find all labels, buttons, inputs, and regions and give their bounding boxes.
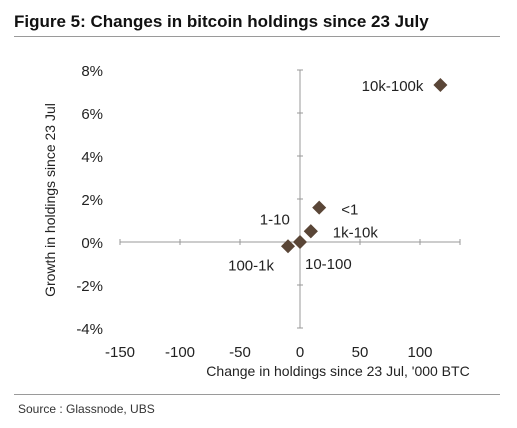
y-tick-label: -2% (76, 278, 103, 295)
x-tick-label: -100 (165, 344, 195, 361)
x-tick-label: 50 (352, 344, 369, 361)
y-tick-labels: 8% 6% 4% 2% 0% -2% -4% (76, 63, 103, 338)
y-tick-label: 8% (81, 63, 103, 80)
point-label: 1k-10k (333, 224, 379, 241)
data-point (433, 78, 448, 93)
point-labels: 10k-100k <1 1-10 1k-10k 10-100 100-1k (228, 78, 424, 274)
data-point (312, 200, 327, 215)
source-note: Source : Glassnode, UBS (18, 402, 155, 416)
point-label: 10-100 (305, 256, 352, 273)
data-point (293, 235, 307, 249)
point-label: 10k-100k (362, 78, 424, 95)
x-tick-label: 0 (296, 344, 304, 361)
data-points (281, 78, 448, 254)
y-tick-label: 6% (81, 106, 103, 123)
point-label: 100-1k (228, 257, 274, 274)
y-tick-label: 4% (81, 149, 103, 166)
figure-title: Figure 5: Changes in bitcoin holdings si… (14, 12, 429, 31)
y-tick-label: -4% (76, 321, 103, 338)
x-axis-label: Change in holdings since 23 Jul, '000 BT… (206, 363, 469, 379)
point-label: 1-10 (260, 211, 290, 228)
y-axis-label: Growth in holdings since 23 Jul (42, 103, 58, 297)
x-tick-label: -150 (105, 344, 135, 361)
x-tick-labels: -150 -100 -50 0 50 100 (105, 344, 433, 361)
data-point (303, 224, 318, 239)
y-tick-label: 2% (81, 192, 103, 209)
point-label: <1 (341, 202, 358, 219)
axes (119, 69, 461, 329)
x-tick-label: -50 (229, 344, 251, 361)
footer-divider (14, 394, 500, 395)
title-divider (14, 36, 500, 37)
data-point (281, 239, 295, 254)
x-tick-label: 100 (407, 344, 432, 361)
y-tick-label: 0% (81, 235, 103, 252)
